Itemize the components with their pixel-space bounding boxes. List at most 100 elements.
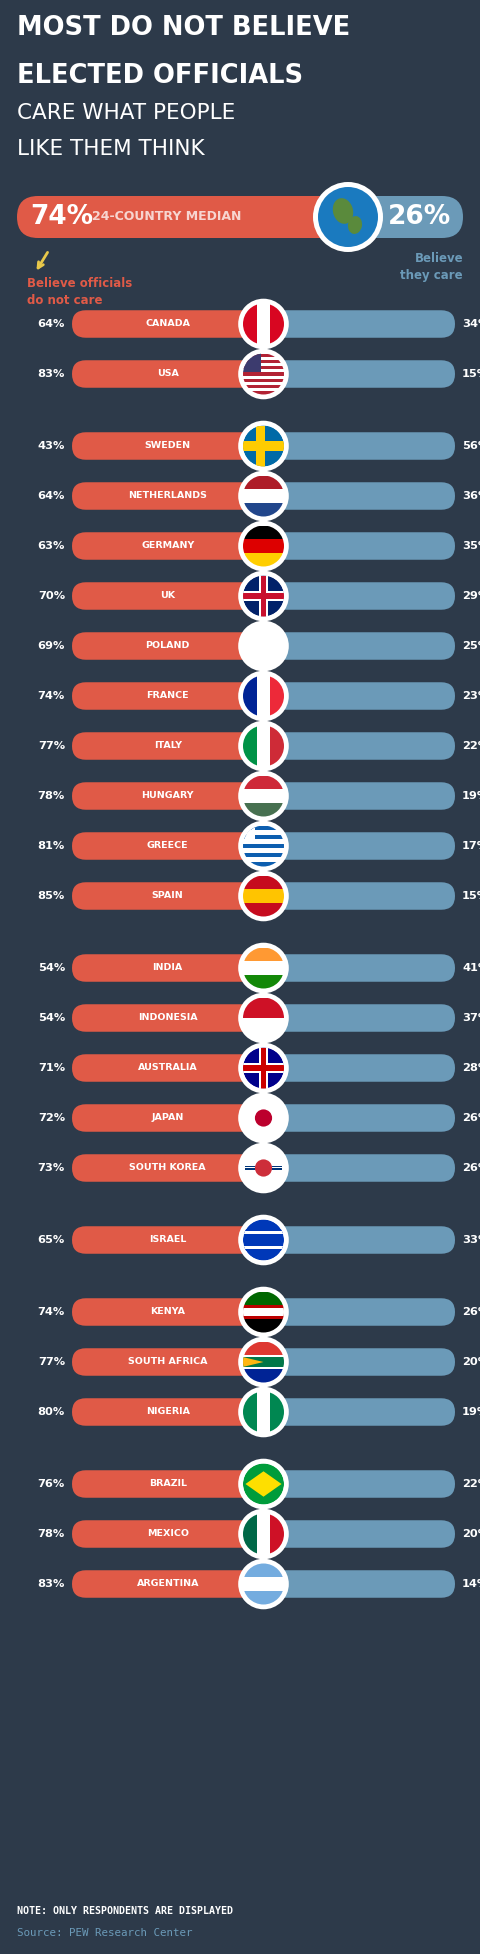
Text: 65%: 65%: [38, 1235, 65, 1245]
Circle shape: [255, 1159, 272, 1176]
Circle shape: [238, 571, 289, 621]
FancyBboxPatch shape: [264, 311, 455, 338]
Circle shape: [238, 1215, 289, 1266]
Circle shape: [238, 471, 289, 522]
Bar: [243, 1247, 284, 1251]
Text: SWEDEN: SWEDEN: [144, 442, 191, 451]
FancyBboxPatch shape: [264, 360, 455, 387]
Bar: [243, 1358, 284, 1368]
FancyBboxPatch shape: [72, 832, 264, 860]
Text: 17%: 17%: [462, 840, 480, 852]
Text: SOUTH AFRICA: SOUTH AFRICA: [128, 1358, 207, 1366]
FancyBboxPatch shape: [72, 531, 264, 559]
Bar: [243, 539, 284, 553]
Bar: [243, 1591, 284, 1604]
Bar: [243, 1309, 284, 1315]
Text: 26%: 26%: [462, 1163, 480, 1172]
Text: 78%: 78%: [38, 1528, 65, 1540]
Text: 78%: 78%: [38, 791, 65, 801]
Text: ELECTED OFFICIALS: ELECTED OFFICIALS: [17, 63, 303, 90]
FancyBboxPatch shape: [72, 1227, 264, 1254]
Text: 74%: 74%: [38, 1307, 65, 1317]
FancyBboxPatch shape: [72, 311, 264, 338]
Text: LIKE THEM THINK: LIKE THEM THINK: [17, 139, 204, 158]
Text: 69%: 69%: [37, 641, 65, 651]
FancyBboxPatch shape: [264, 883, 455, 911]
Bar: [257, 1514, 270, 1555]
Circle shape: [238, 1559, 289, 1610]
Bar: [243, 961, 284, 975]
Text: 24-COUNTRY MEDIAN: 24-COUNTRY MEDIAN: [92, 211, 241, 223]
Text: 76%: 76%: [38, 1479, 65, 1489]
Text: 56%: 56%: [462, 442, 480, 451]
Text: 26%: 26%: [388, 203, 451, 231]
Text: INDONESIA: INDONESIA: [138, 1014, 198, 1022]
Circle shape: [243, 1464, 284, 1505]
FancyBboxPatch shape: [264, 782, 455, 809]
Bar: [243, 391, 284, 395]
FancyBboxPatch shape: [72, 1571, 264, 1598]
Bar: [243, 1065, 284, 1071]
Text: 85%: 85%: [38, 891, 65, 901]
Circle shape: [243, 1147, 284, 1188]
FancyBboxPatch shape: [72, 1155, 264, 1182]
Bar: [243, 1292, 284, 1305]
Bar: [243, 862, 284, 866]
Bar: [243, 303, 257, 344]
Text: BRAZIL: BRAZIL: [149, 1479, 187, 1489]
Text: 33%: 33%: [462, 1235, 480, 1245]
Text: 34%: 34%: [462, 319, 480, 328]
Text: 28%: 28%: [462, 1063, 480, 1073]
Polygon shape: [245, 1471, 282, 1497]
Bar: [261, 1047, 266, 1088]
FancyBboxPatch shape: [264, 733, 455, 760]
Text: 71%: 71%: [38, 1063, 65, 1073]
FancyBboxPatch shape: [72, 483, 264, 510]
Text: HUNGARY: HUNGARY: [142, 791, 194, 801]
Bar: [243, 830, 255, 834]
Text: 74%: 74%: [30, 203, 93, 231]
Text: 43%: 43%: [37, 442, 65, 451]
Bar: [243, 838, 284, 844]
FancyBboxPatch shape: [72, 360, 264, 387]
Bar: [243, 848, 284, 852]
Bar: [243, 789, 284, 803]
FancyBboxPatch shape: [264, 1571, 455, 1598]
FancyBboxPatch shape: [264, 1297, 455, 1325]
Bar: [243, 776, 284, 789]
FancyBboxPatch shape: [264, 1155, 455, 1182]
FancyBboxPatch shape: [72, 782, 264, 809]
Text: CARE WHAT PEOPLE: CARE WHAT PEOPLE: [17, 104, 235, 123]
Circle shape: [238, 1337, 289, 1387]
FancyBboxPatch shape: [72, 1297, 264, 1325]
Circle shape: [255, 1475, 272, 1493]
Bar: [243, 1577, 284, 1591]
Bar: [243, 676, 257, 717]
Text: Believe
they care: Believe they care: [400, 252, 463, 281]
Text: 64%: 64%: [37, 490, 65, 500]
Text: 15%: 15%: [462, 891, 480, 901]
FancyBboxPatch shape: [264, 1399, 455, 1426]
Text: SOUTH KOREA: SOUTH KOREA: [130, 1163, 206, 1172]
Text: 77%: 77%: [38, 1356, 65, 1368]
Text: POLAND: POLAND: [145, 641, 190, 651]
FancyBboxPatch shape: [264, 1055, 455, 1083]
Bar: [243, 1229, 284, 1233]
Bar: [243, 1231, 284, 1233]
Bar: [243, 1391, 257, 1432]
FancyBboxPatch shape: [72, 954, 264, 981]
Bar: [243, 1319, 284, 1333]
Text: 54%: 54%: [38, 963, 65, 973]
Text: 54%: 54%: [38, 1012, 65, 1024]
Text: 26%: 26%: [462, 1307, 480, 1317]
Bar: [243, 526, 284, 539]
Bar: [270, 725, 284, 766]
Bar: [243, 997, 284, 1018]
FancyBboxPatch shape: [264, 1520, 455, 1548]
Bar: [243, 1018, 284, 1038]
Text: MOST DO NOT BELIEVE: MOST DO NOT BELIEVE: [17, 16, 350, 41]
Text: 74%: 74%: [38, 692, 65, 701]
Bar: [243, 844, 284, 848]
Circle shape: [238, 621, 289, 672]
Circle shape: [318, 188, 378, 246]
